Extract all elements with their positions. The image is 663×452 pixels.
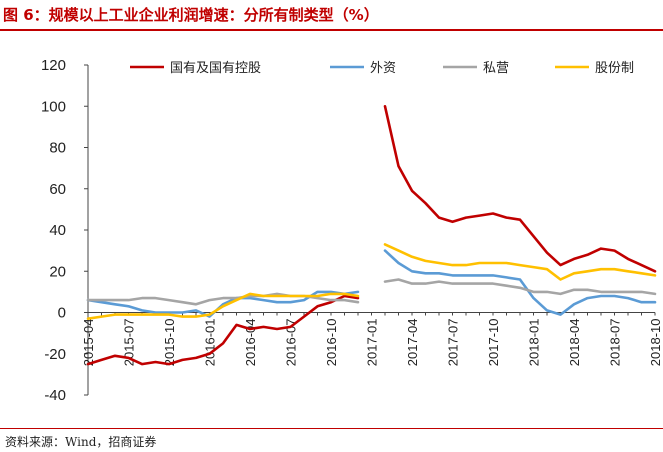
legend-label: 外资: [370, 61, 396, 76]
x-axis: 2015-04 2015-07 2015-10 2016-01 2016-04 2016-…: [81, 312, 663, 367]
x-tick-label: 2017-07: [446, 319, 461, 367]
series-line-0: [86, 105, 657, 366]
y-tick-label: 120: [41, 57, 66, 74]
y-tick-label: 0: [58, 305, 66, 322]
x-tick-label: 2017-01: [365, 319, 380, 367]
y-tick-label: -20: [44, 346, 66, 363]
legend-item-0: 国有及国有控股: [130, 61, 261, 76]
x-tick-label: 2015-04: [81, 319, 96, 367]
x-tick-label: 2018-01: [527, 319, 542, 367]
y-tick-label: 60: [49, 181, 66, 198]
y-axis: -40 -20 0 20 40 60 80 100 120: [41, 57, 89, 404]
x-tick-label: 2018-07: [608, 319, 623, 367]
series-line-2: [86, 278, 657, 306]
y-tick-label: -40: [44, 387, 66, 404]
legend-label: 股份制: [595, 61, 634, 76]
x-tick-label: 2018-04: [567, 319, 582, 367]
series-line-3: [86, 243, 657, 320]
x-tick-label: 2015-10: [162, 319, 177, 367]
y-tick-label: 20: [49, 263, 66, 280]
x-tick-label: 2016-07: [284, 319, 299, 367]
series-layer: [86, 105, 657, 366]
x-tick-label: 2016-04: [243, 319, 258, 367]
legend: 国有及国有控股 外资 私营 股份制: [130, 61, 634, 76]
x-tick-label: 2016-10: [324, 319, 339, 367]
x-tick-label: 2015-07: [122, 319, 137, 367]
source-note: 资料来源：Wind，招商证券: [5, 435, 157, 449]
legend-label: 国有及国有控股: [170, 61, 261, 76]
y-tick-label: 80: [49, 140, 66, 157]
x-tick-label: 2017-04: [405, 319, 420, 367]
x-tick-label: 2016-01: [203, 319, 218, 367]
footer-rule: [0, 428, 663, 429]
x-tick-label: 2018-10: [648, 319, 663, 367]
x-tick-label: 2017-10: [486, 319, 501, 367]
legend-item-1: 外资: [330, 61, 396, 76]
y-tick-label: 100: [41, 98, 66, 115]
legend-item-3: 股份制: [555, 61, 634, 76]
legend-item-2: 私营: [443, 61, 509, 76]
series-line-1: [86, 249, 657, 318]
title-rule: [0, 29, 663, 31]
legend-label: 私营: [483, 61, 509, 76]
figure-title: 图 6：规模以上工业企业利润增速：分所有制类型（%）: [3, 6, 379, 24]
y-tick-label: 40: [49, 222, 66, 239]
